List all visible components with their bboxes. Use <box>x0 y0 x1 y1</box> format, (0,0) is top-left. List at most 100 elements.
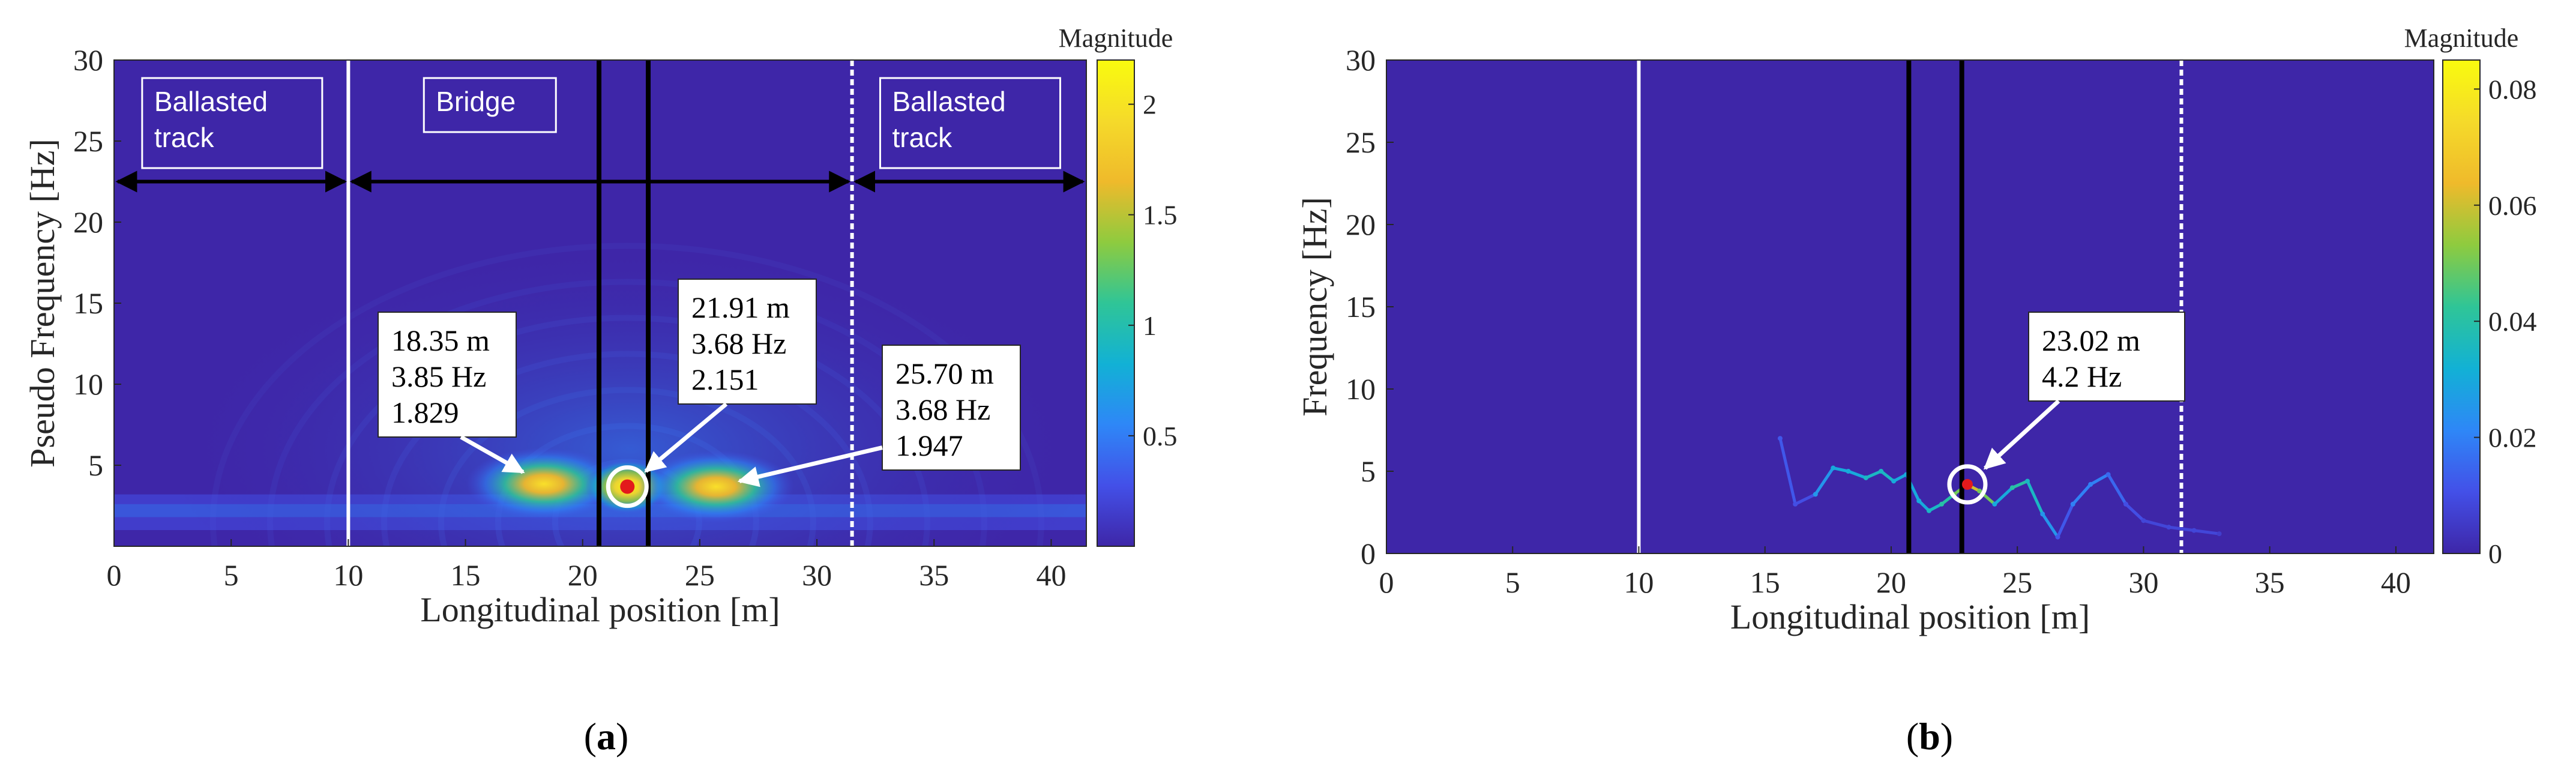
ridge-point <box>2055 534 2060 540</box>
peak-annotation-arrow <box>460 435 525 474</box>
region-label: Ballasted <box>892 86 1005 117</box>
ridge-segment <box>2141 519 2170 529</box>
colorbar-tick-label: 0.08 <box>2488 74 2537 104</box>
ridge-point <box>2216 531 2222 537</box>
ridge-segment <box>2107 472 2128 506</box>
y-axis-label: Frequency [Hz] <box>1295 197 1334 417</box>
ridge-point <box>1813 492 1818 497</box>
y-tick-label: 5 <box>88 448 103 482</box>
ridge-point <box>1916 498 1922 504</box>
peak-annotation-text: 25.70 m <box>895 357 994 390</box>
colorbar-tick-label: 0 <box>2488 538 2502 569</box>
y-tick-label: 5 <box>1361 454 1376 488</box>
panel-label-paren: ) <box>616 715 628 758</box>
peak-annotation-text: 4.2 Hz <box>2042 360 2122 393</box>
colorbar-tick-label: 0.04 <box>2488 306 2537 337</box>
ridge-segment <box>2089 472 2110 486</box>
x-tick-label: 5 <box>224 558 239 592</box>
region-label-box <box>879 77 1061 169</box>
plot-content: Ballasted track Bridge Ballasted track <box>114 60 1086 546</box>
region-label: Bridge <box>436 86 516 117</box>
peak-annotation-text: 3.68 Hz <box>691 327 786 360</box>
ridge-segment <box>1793 492 1817 506</box>
ridge-point <box>2040 511 2045 517</box>
plot-content <box>1637 60 2222 553</box>
x-tick-label: 25 <box>2002 565 2032 599</box>
panel-label-letter: a <box>597 715 616 758</box>
x-tick-label: 20 <box>568 558 598 592</box>
ridge-segment <box>1879 469 1895 483</box>
panel-label: (a) <box>584 715 629 758</box>
ridge-point <box>1846 469 1851 474</box>
x-tick-label: 35 <box>919 558 949 592</box>
ridge-point <box>2009 485 2015 490</box>
x-axis-label: Longitudinal position [m] <box>1730 597 2090 636</box>
ridge-segment <box>2071 483 2092 506</box>
y-tick-label: 10 <box>73 367 103 401</box>
x-tick-label: 30 <box>2128 565 2158 599</box>
x-tick-label: 10 <box>1624 565 1654 599</box>
region-label: track <box>154 122 215 153</box>
peak-annotation-arrow <box>737 445 883 487</box>
y-tick-label: 10 <box>1346 372 1376 406</box>
peak-highlight-circle <box>1947 464 1988 505</box>
ridge-point <box>2166 525 2171 530</box>
peak-annotation-box <box>882 345 1021 471</box>
colorbar-tick-label: 0.02 <box>2488 423 2537 453</box>
colorbar-tick-label: 1.5 <box>1143 200 1178 231</box>
peak-annotation-text: 23.02 m <box>2042 324 2140 357</box>
colorbar <box>1097 59 1135 547</box>
colorbar-tick-label: 0.5 <box>1143 421 1178 451</box>
x-tick-label: 35 <box>2255 565 2285 599</box>
x-tick-label: 0 <box>107 558 122 592</box>
peak-marker <box>620 479 635 494</box>
ridge-point <box>1927 508 1932 513</box>
peak-annotation-box <box>378 312 517 438</box>
ridge-point <box>1992 501 1997 507</box>
y-tick-label: 25 <box>73 124 103 158</box>
colorbar-title: Magnitude <box>1059 23 1173 53</box>
ridge-point <box>2070 501 2075 507</box>
region-label: Ballasted <box>154 86 268 117</box>
ridge-segment <box>1778 436 1797 506</box>
ridge-segment <box>2041 512 2059 539</box>
ridge-point <box>2123 501 2129 507</box>
y-axis-label: Pseudo Frequency [Hz] <box>23 139 62 468</box>
y-tick-label: 30 <box>1346 43 1376 77</box>
peak-annotation-box <box>2028 312 2185 402</box>
ridge-segment <box>2026 479 2044 516</box>
peak-annotation-text: 21.91 m <box>691 291 790 324</box>
ridge-point <box>2088 481 2093 487</box>
peak-annotation-arrow <box>644 402 728 473</box>
y-tick-label: 15 <box>73 286 103 320</box>
region-label-box <box>423 77 557 133</box>
x-axis-label: Longitudinal position [m] <box>420 590 780 629</box>
x-tick-label: 15 <box>451 558 481 592</box>
ridge-point <box>2025 478 2030 484</box>
ridge-segment <box>2011 479 2029 489</box>
panel-label-paren: ) <box>1940 715 1953 758</box>
ridge-point <box>1863 475 1868 480</box>
peak-annotation-text: 1.947 <box>895 429 963 462</box>
ridge-segment <box>1846 469 1868 480</box>
ridge-point <box>2105 472 2111 477</box>
x-tick-label: 15 <box>1750 565 1780 599</box>
peak-annotation-arrow <box>1983 399 2060 470</box>
ridge-segment <box>1814 466 1835 496</box>
x-tick-label: 0 <box>1379 565 1394 599</box>
ridge-point <box>1793 501 1798 507</box>
ridge-point <box>2141 518 2146 523</box>
ridge-segment <box>1864 469 1883 480</box>
peak-highlight-circle <box>606 465 649 508</box>
peak-annotation-text: 3.68 Hz <box>895 393 990 426</box>
panel-label-letter: b <box>1919 715 1940 758</box>
ridge-point <box>1939 501 1945 507</box>
peak-annotation-box <box>678 279 817 405</box>
x-tick-label: 40 <box>2381 565 2411 599</box>
ridge-segment <box>1993 486 2014 506</box>
ridge-point <box>1879 469 1884 474</box>
panel-label: (b) <box>1906 715 1953 758</box>
peak-annotation-text: 3.85 Hz <box>391 360 486 393</box>
